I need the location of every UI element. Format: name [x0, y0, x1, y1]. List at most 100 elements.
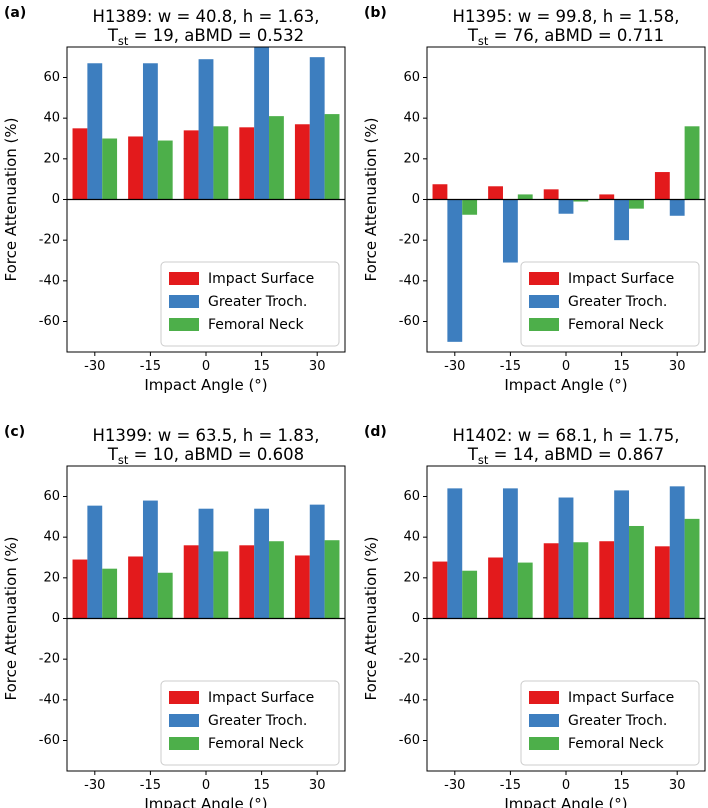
- title-tst-symbol: T: [107, 445, 119, 464]
- chart-panel-c: (c) H1399: w = 63.5, h = 1.83,Tst = 10, a…: [2, 424, 346, 808]
- legend-swatch: [169, 295, 199, 308]
- legend: Impact Surface Greater Troch. Femoral Neck: [160, 261, 340, 347]
- legend-label: Impact Surface: [208, 271, 314, 287]
- bar-femoral-neck--15: [517, 194, 533, 200]
- chart-title-line2: Tst = 76, aBMD = 0.711: [467, 26, 664, 48]
- bar-greater-troch-15: [254, 47, 270, 200]
- bar-impact-surface--15: [128, 136, 143, 200]
- legend-label: Impact Surface: [568, 271, 674, 287]
- legend-label: Greater Troch.: [568, 713, 667, 729]
- legend-swatch: [529, 691, 559, 704]
- y-axis-label: Force Attenuation (%): [2, 117, 20, 281]
- y-tick-label: -20: [399, 652, 420, 667]
- y-tick-label: 40: [43, 530, 60, 545]
- x-tick-label: 30: [669, 359, 686, 374]
- x-axis-label: Impact Angle (°): [144, 376, 267, 394]
- chart-title-line1: H1402: w = 68.1, h = 1.75,: [453, 426, 680, 445]
- y-tick-label: 40: [403, 530, 420, 545]
- y-tick-label: 60: [43, 489, 60, 504]
- bar-femoral-neck-30: [324, 540, 340, 619]
- x-tick-label: -30: [444, 359, 465, 374]
- bar-impact-surface-30: [654, 546, 670, 619]
- bar-greater-troch--30: [447, 488, 463, 619]
- x-axis-label: Impact Angle (°): [504, 376, 627, 394]
- x-tick-label: 30: [309, 359, 326, 374]
- y-tick-label: -20: [399, 233, 420, 248]
- chart-title-line2: Tst = 10, aBMD = 0.608: [107, 445, 304, 467]
- x-tick-label: 15: [253, 359, 270, 374]
- legend-label: Femoral Neck: [208, 317, 305, 333]
- panel-label: (b): [364, 5, 387, 21]
- bar-femoral-neck-30: [324, 114, 340, 200]
- title-aBMD-value: = 14, aBMD = 0.867: [488, 445, 664, 464]
- bar-greater-troch--15: [142, 500, 158, 619]
- x-tick-label: 30: [669, 778, 686, 793]
- bar-impact-surface-30: [294, 124, 310, 200]
- bar-femoral-neck-30: [684, 126, 700, 200]
- x-tick-label: -15: [140, 778, 161, 793]
- x-axis-label: Impact Angle (°): [144, 795, 267, 808]
- y-tick-label: -60: [399, 314, 420, 329]
- title-tst-symbol: T: [467, 26, 479, 45]
- y-tick-label: 20: [43, 570, 60, 585]
- title-tst-subscript: st: [478, 453, 489, 467]
- legend: Impact Surface Greater Troch. Femoral Neck: [160, 680, 340, 766]
- legend-label: Impact Surface: [568, 690, 674, 706]
- y-tick-label: 20: [403, 151, 420, 166]
- x-tick-label: 30: [309, 778, 326, 793]
- y-tick-label: -40: [39, 692, 60, 707]
- y-tick-label: 60: [43, 70, 60, 85]
- bar-femoral-neck--15: [517, 562, 533, 619]
- legend-swatch: [529, 318, 559, 331]
- y-tick-label: 60: [403, 489, 420, 504]
- x-axis-label: Impact Angle (°): [504, 795, 627, 808]
- legend: Impact Surface Greater Troch. Femoral Neck: [520, 261, 700, 347]
- legend-swatch: [529, 714, 559, 727]
- chart-title-line2: Tst = 14, aBMD = 0.867: [467, 445, 664, 467]
- x-tick-label: -30: [444, 778, 465, 793]
- bar-femoral-neck-15: [629, 525, 644, 619]
- chart-panel-d: (d) H1402: w = 68.1, h = 1.75,Tst = 14, a…: [362, 424, 706, 808]
- y-tick-label: -20: [39, 233, 60, 248]
- chart-title-line1: H1389: w = 40.8, h = 1.63,: [93, 7, 320, 26]
- x-tick-label: -15: [500, 778, 521, 793]
- x-tick-label: -15: [500, 359, 521, 374]
- y-axis-label: Force Attenuation (%): [362, 117, 380, 281]
- bar-greater-troch--30: [447, 199, 463, 342]
- y-tick-label: -60: [39, 314, 60, 329]
- bar-femoral-neck-0: [213, 551, 229, 619]
- y-tick-label: -60: [39, 733, 60, 748]
- legend-swatch: [169, 714, 199, 727]
- y-tick-label: 0: [412, 192, 420, 207]
- bar-impact-surface--30: [432, 561, 448, 619]
- bar-femoral-neck--30: [462, 570, 478, 619]
- bar-greater-troch-15: [614, 490, 630, 619]
- bar-impact-surface--15: [488, 557, 503, 619]
- x-tick-label: -30: [84, 359, 105, 374]
- bar-femoral-neck-30: [684, 518, 700, 619]
- bar-impact-surface--30: [432, 184, 448, 200]
- legend-swatch: [169, 737, 199, 750]
- bar-femoral-neck--30: [102, 568, 118, 619]
- y-tick-label: 20: [43, 151, 60, 166]
- bar-impact-surface-15: [599, 194, 615, 200]
- title-aBMD-value: = 10, aBMD = 0.608: [128, 445, 304, 464]
- y-tick-label: -40: [399, 692, 420, 707]
- bar-greater-troch-0: [558, 199, 574, 214]
- legend-swatch: [169, 318, 199, 331]
- bar-femoral-neck-15: [269, 541, 284, 619]
- y-tick-label: 0: [52, 611, 60, 626]
- y-tick-label: -20: [39, 652, 60, 667]
- chart-title-line1: H1395: w = 99.8, h = 1.58,: [453, 7, 680, 26]
- bar-impact-surface-0: [543, 543, 559, 619]
- bar-femoral-neck--30: [462, 199, 478, 215]
- legend-box: [520, 680, 700, 766]
- bar-greater-troch-15: [254, 508, 270, 619]
- legend-label: Impact Surface: [208, 690, 314, 706]
- title-aBMD-value: = 76, aBMD = 0.711: [488, 26, 664, 45]
- bar-greater-troch--15: [502, 199, 518, 263]
- legend-box: [520, 261, 700, 347]
- legend-label: Greater Troch.: [208, 713, 307, 729]
- bar-femoral-neck-0: [573, 542, 589, 619]
- chart-panel-b: (b) H1395: w = 99.8, h = 1.58,Tst = 76, a…: [362, 5, 706, 394]
